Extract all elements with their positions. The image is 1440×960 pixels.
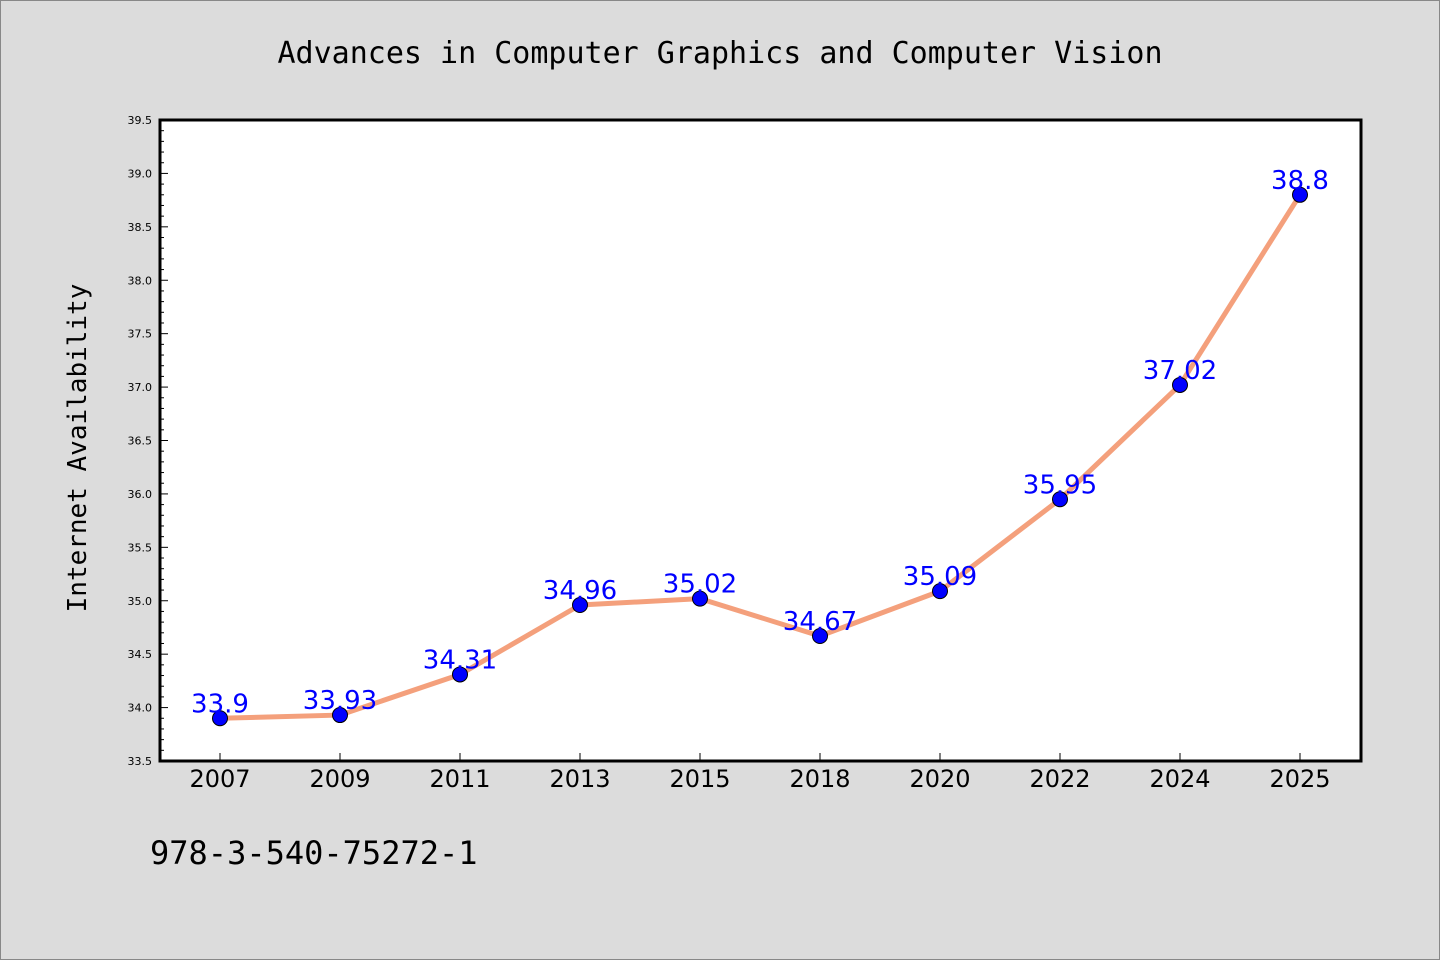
- data-point: [212, 710, 228, 727]
- y-tick-label: 38.0: [128, 274, 153, 287]
- y-tick-label: 35.5: [128, 541, 153, 554]
- y-tick-label: 34.5: [128, 648, 153, 661]
- data-point: [332, 707, 348, 724]
- series-line-group: [217, 192, 1303, 721]
- plot-area: [160, 120, 1361, 761]
- data-label: 33.93: [303, 686, 377, 716]
- data-label: 35.09: [903, 562, 977, 592]
- data-label: 34.67: [783, 607, 857, 637]
- y-tick-label: 35.0: [128, 595, 153, 608]
- data-point: [572, 597, 588, 614]
- data-label: 35.02: [663, 570, 737, 600]
- data-point: [1172, 376, 1188, 393]
- x-tick-label: 2015: [669, 765, 730, 793]
- axis-ticks: 33.5 34.0 34.5 35.0 35.5 36.0 36.5 37.0 37.5 38.0…: [128, 114, 1331, 793]
- x-tick-label: 2011: [429, 765, 490, 793]
- y-tick-label: 34.0: [128, 702, 153, 715]
- y-tick-label: 38.5: [128, 221, 153, 234]
- data-point: [812, 628, 828, 645]
- x-tick-label: 2009: [309, 765, 370, 793]
- y-axis-label: Internet Availability: [63, 284, 93, 613]
- isbn-annotation: 978-3-540-75272-1: [150, 834, 478, 872]
- x-tick-label: 2022: [1029, 765, 1090, 793]
- chart-title: Advances in Computer Graphics and Comput…: [277, 36, 1162, 71]
- x-tick-label: 2024: [1149, 765, 1210, 793]
- data-label: 38.8: [1271, 166, 1329, 196]
- data-point: [1052, 491, 1068, 508]
- data-point: [452, 666, 468, 683]
- x-tick-label: 2013: [549, 765, 610, 793]
- y-tick-label: 39.5: [128, 114, 153, 127]
- data-point: [692, 590, 708, 607]
- data-label: 34.96: [543, 576, 617, 606]
- data-label: 34.31: [423, 645, 497, 675]
- data-point: [932, 583, 948, 600]
- plot-frame: [158, 118, 1363, 763]
- data-label: 35.95: [1023, 470, 1097, 500]
- x-tick-label: 2025: [1269, 765, 1330, 793]
- data-point: [1292, 186, 1308, 203]
- x-tick-label: 2007: [189, 765, 250, 793]
- data-label: 33.9: [191, 689, 249, 719]
- series-markers: [212, 186, 1308, 727]
- data-labels: 33.9 33.93 34.31 34.96 35.02 34.67 35.09 35.95 3…: [191, 166, 1329, 719]
- x-tick-label: 2020: [909, 765, 970, 793]
- y-tick-label: 33.5: [128, 755, 153, 768]
- y-tick-label: 36.5: [128, 435, 153, 448]
- x-tick-label: 2018: [789, 765, 850, 793]
- y-tick-label: 37.0: [128, 381, 153, 394]
- data-label: 37.02: [1143, 356, 1217, 386]
- y-tick-label: 39.0: [128, 167, 153, 180]
- series-line: [217, 192, 1303, 721]
- y-tick-label: 36.0: [128, 488, 153, 501]
- y-tick-label: 37.5: [128, 328, 153, 341]
